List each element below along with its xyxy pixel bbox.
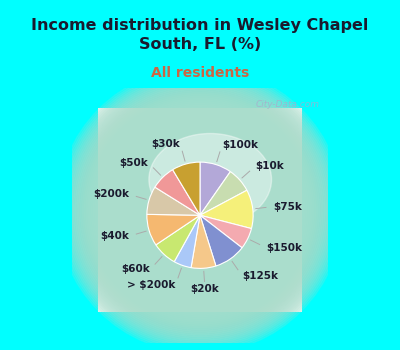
Text: $30k: $30k <box>152 139 180 149</box>
Text: > $200k: > $200k <box>127 280 176 290</box>
Circle shape <box>122 132 278 288</box>
Circle shape <box>57 67 343 350</box>
Circle shape <box>97 107 303 313</box>
Text: All residents: All residents <box>151 66 249 80</box>
Circle shape <box>126 136 274 285</box>
Circle shape <box>110 120 290 301</box>
Wedge shape <box>200 162 230 215</box>
Circle shape <box>144 154 256 266</box>
Circle shape <box>95 105 305 315</box>
Text: $150k: $150k <box>266 243 302 253</box>
Circle shape <box>80 91 320 330</box>
Circle shape <box>60 71 340 350</box>
Circle shape <box>59 69 341 350</box>
Circle shape <box>142 152 258 268</box>
Circle shape <box>151 161 249 259</box>
Wedge shape <box>173 162 200 215</box>
Wedge shape <box>200 215 252 248</box>
Text: $100k: $100k <box>222 140 258 150</box>
Circle shape <box>68 78 332 342</box>
Circle shape <box>88 98 312 322</box>
Circle shape <box>77 87 323 333</box>
Circle shape <box>131 141 269 279</box>
Wedge shape <box>191 215 216 268</box>
Wedge shape <box>155 170 200 215</box>
Circle shape <box>70 80 330 341</box>
Circle shape <box>104 114 296 306</box>
Wedge shape <box>156 215 200 262</box>
Circle shape <box>98 109 302 312</box>
Circle shape <box>100 111 300 310</box>
Circle shape <box>111 121 289 299</box>
Bar <box>98 108 302 312</box>
Circle shape <box>66 76 334 344</box>
Circle shape <box>84 94 316 326</box>
Circle shape <box>91 102 309 319</box>
Circle shape <box>146 156 254 265</box>
Circle shape <box>72 82 328 339</box>
Wedge shape <box>200 215 242 266</box>
Circle shape <box>86 96 314 324</box>
Circle shape <box>79 89 321 331</box>
Circle shape <box>64 74 336 346</box>
Wedge shape <box>147 214 200 245</box>
Wedge shape <box>200 190 253 229</box>
Text: $10k: $10k <box>255 161 284 171</box>
Circle shape <box>108 118 292 302</box>
Text: Income distribution in Wesley Chapel
South, FL (%): Income distribution in Wesley Chapel Sou… <box>31 18 369 52</box>
Text: $200k: $200k <box>94 189 130 200</box>
Circle shape <box>115 125 285 295</box>
Wedge shape <box>200 172 247 215</box>
Text: $125k: $125k <box>242 271 278 281</box>
Text: $50k: $50k <box>120 158 148 168</box>
Circle shape <box>106 116 294 304</box>
Text: $20k: $20k <box>190 284 219 294</box>
Text: City-Data.com: City-Data.com <box>256 100 320 109</box>
Circle shape <box>102 112 298 308</box>
Circle shape <box>138 148 262 272</box>
Circle shape <box>117 127 283 293</box>
Circle shape <box>140 150 260 270</box>
Text: $60k: $60k <box>122 265 150 274</box>
Circle shape <box>113 123 287 297</box>
Circle shape <box>75 85 325 335</box>
Circle shape <box>128 138 272 282</box>
Circle shape <box>148 158 252 262</box>
Text: $40k: $40k <box>100 231 130 241</box>
Wedge shape <box>147 187 200 215</box>
Circle shape <box>120 131 280 290</box>
Circle shape <box>93 103 307 317</box>
Text: $75k: $75k <box>273 202 302 211</box>
Circle shape <box>118 129 282 292</box>
Circle shape <box>73 83 327 337</box>
Circle shape <box>149 160 251 261</box>
Circle shape <box>124 134 276 286</box>
Wedge shape <box>174 215 200 268</box>
Circle shape <box>62 72 338 348</box>
Circle shape <box>90 100 310 321</box>
Circle shape <box>133 143 267 277</box>
Circle shape <box>137 147 263 274</box>
Circle shape <box>82 92 318 328</box>
Circle shape <box>129 140 271 281</box>
Ellipse shape <box>149 133 272 225</box>
Circle shape <box>135 145 265 275</box>
